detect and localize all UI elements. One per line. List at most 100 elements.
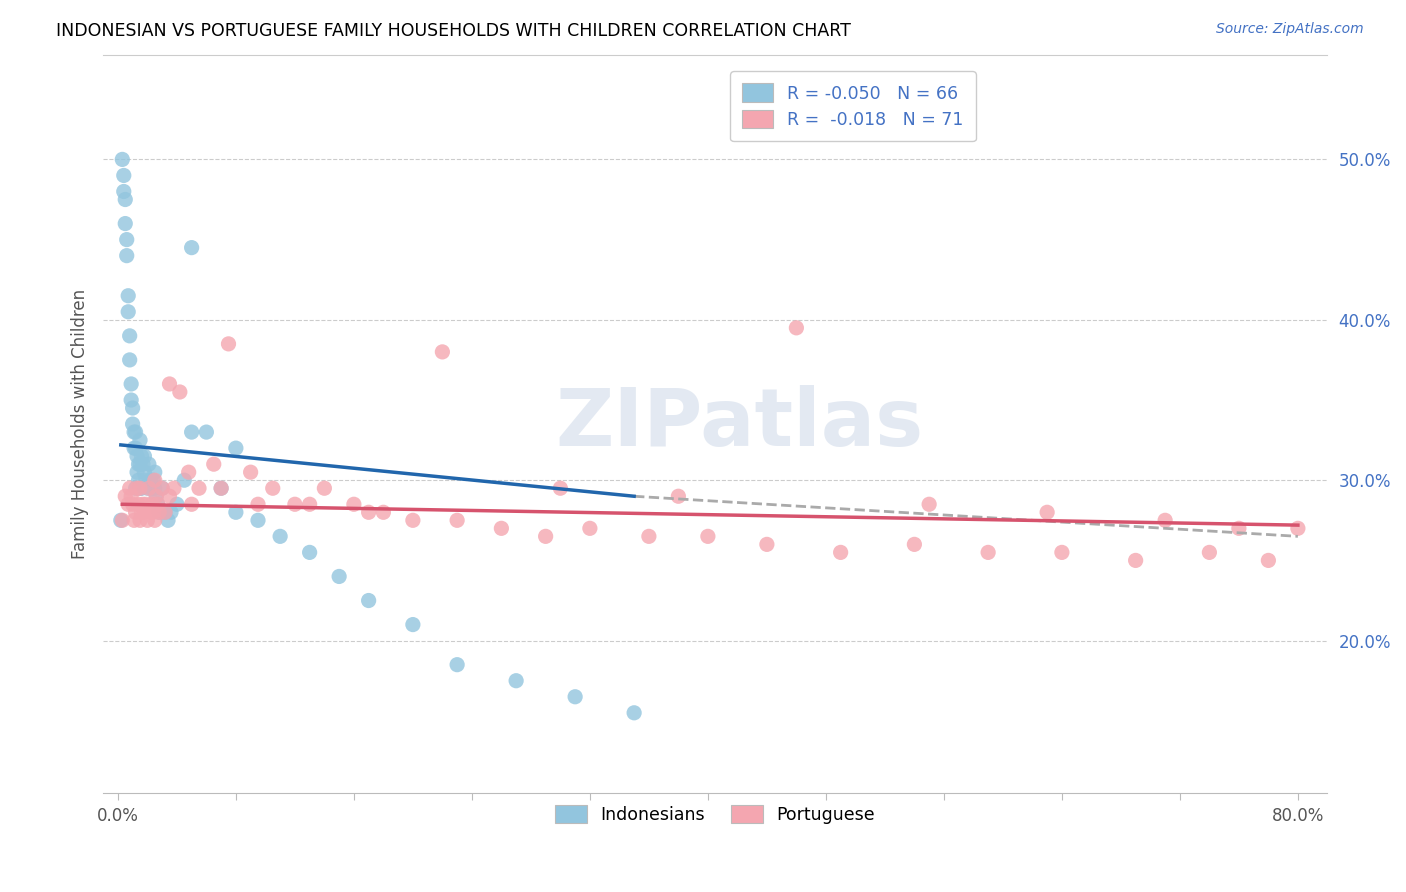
Point xyxy=(180,497,202,511)
Point xyxy=(128,457,150,471)
Point xyxy=(564,690,586,704)
Point xyxy=(830,545,852,559)
Point xyxy=(134,465,156,479)
Point xyxy=(977,545,1000,559)
Point xyxy=(143,465,166,479)
Point xyxy=(247,513,270,527)
Point xyxy=(117,289,139,303)
Point xyxy=(125,481,148,495)
Point xyxy=(446,513,468,527)
Point xyxy=(432,344,454,359)
Point xyxy=(111,513,134,527)
Point xyxy=(328,569,350,583)
Point xyxy=(112,169,135,183)
Point xyxy=(135,497,157,511)
Point xyxy=(143,513,166,527)
Point xyxy=(141,481,163,495)
Point xyxy=(146,497,169,511)
Point xyxy=(139,505,162,519)
Point xyxy=(153,505,176,519)
Point xyxy=(129,513,152,527)
Point xyxy=(129,457,152,471)
Point xyxy=(112,185,135,199)
Point xyxy=(121,497,143,511)
Point xyxy=(343,497,366,511)
Point xyxy=(115,233,138,247)
Point xyxy=(163,481,186,495)
Point xyxy=(1154,513,1177,527)
Point xyxy=(129,481,152,495)
Point xyxy=(298,545,321,559)
Point xyxy=(146,497,169,511)
Point xyxy=(121,417,143,431)
Point xyxy=(136,481,159,495)
Point xyxy=(138,457,160,471)
Point xyxy=(579,521,602,535)
Point xyxy=(209,481,232,495)
Text: INDONESIAN VS PORTUGUESE FAMILY HOUSEHOLDS WITH CHILDREN CORRELATION CHART: INDONESIAN VS PORTUGUESE FAMILY HOUSEHOL… xyxy=(56,22,851,40)
Point xyxy=(225,505,247,519)
Point xyxy=(125,465,148,479)
Point xyxy=(128,473,150,487)
Point xyxy=(160,505,183,519)
Point xyxy=(118,329,141,343)
Point xyxy=(110,513,132,527)
Point xyxy=(638,529,661,543)
Point xyxy=(117,497,139,511)
Point xyxy=(120,376,142,391)
Point xyxy=(159,489,181,503)
Point xyxy=(173,473,195,487)
Point xyxy=(150,481,173,495)
Point xyxy=(121,401,143,415)
Point xyxy=(150,481,173,495)
Point xyxy=(177,465,200,479)
Point xyxy=(550,481,572,495)
Point xyxy=(159,376,181,391)
Point xyxy=(125,449,148,463)
Point xyxy=(143,481,166,495)
Point xyxy=(129,481,152,495)
Point xyxy=(131,449,153,463)
Point xyxy=(138,481,160,495)
Point xyxy=(180,425,202,439)
Point xyxy=(402,617,425,632)
Point xyxy=(785,321,807,335)
Point xyxy=(209,481,232,495)
Point xyxy=(128,497,150,511)
Point xyxy=(124,481,146,495)
Point xyxy=(141,497,163,511)
Point xyxy=(118,352,141,367)
Point xyxy=(623,706,645,720)
Point xyxy=(1036,505,1059,519)
Point xyxy=(491,521,513,535)
Point xyxy=(298,497,321,511)
Point xyxy=(180,241,202,255)
Point xyxy=(114,217,136,231)
Point xyxy=(755,537,778,551)
Point xyxy=(148,505,170,519)
Point xyxy=(115,249,138,263)
Point xyxy=(132,497,155,511)
Point xyxy=(131,481,153,495)
Point xyxy=(1286,521,1309,535)
Point xyxy=(145,489,167,503)
Point xyxy=(118,481,141,495)
Point xyxy=(373,505,395,519)
Y-axis label: Family Households with Children: Family Households with Children xyxy=(72,289,89,559)
Point xyxy=(124,441,146,455)
Point xyxy=(188,481,211,495)
Point xyxy=(918,497,941,511)
Point xyxy=(446,657,468,672)
Point xyxy=(402,513,425,527)
Point xyxy=(269,529,291,543)
Legend: Indonesians, Portuguese: Indonesians, Portuguese xyxy=(543,792,887,836)
Point xyxy=(1125,553,1147,567)
Point xyxy=(218,337,240,351)
Point xyxy=(111,153,134,167)
Point xyxy=(142,505,165,519)
Point xyxy=(139,473,162,487)
Point xyxy=(1227,521,1250,535)
Point xyxy=(505,673,527,688)
Point xyxy=(157,513,180,527)
Point xyxy=(148,505,170,519)
